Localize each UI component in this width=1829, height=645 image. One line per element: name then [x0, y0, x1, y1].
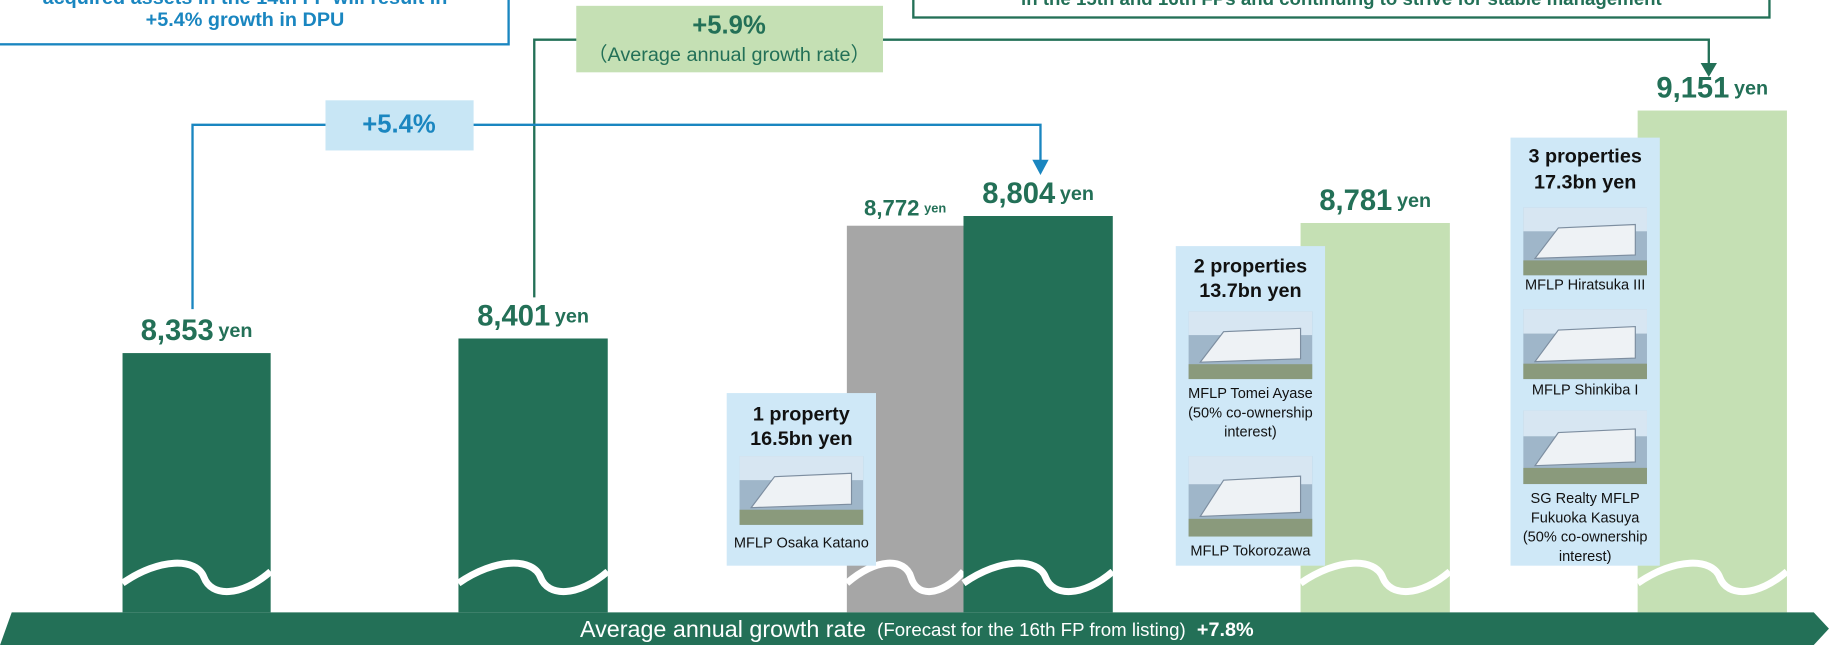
callout-text: in the 15th and 16th FPs and continuing … — [1021, 0, 1662, 9]
property-name: interest) — [1559, 549, 1612, 565]
callout-text: +5.4% growth in DPU — [146, 9, 345, 31]
value-unit: yen — [218, 320, 252, 342]
property-title: 13.7bn yen — [1199, 280, 1301, 302]
value-unit: yen — [1060, 183, 1094, 205]
footer-value: +7.8% — [1197, 619, 1254, 641]
value-label: 8,772 yen — [864, 195, 946, 220]
property-name: MFLP Tomei Ayase — [1188, 386, 1313, 402]
growth-note: （Average annual growth rate） — [588, 44, 871, 66]
value-label-number: 8,772 — [864, 195, 919, 220]
photo-ground — [740, 510, 864, 525]
property-name: interest) — [1224, 425, 1277, 441]
property-title: 16.5bn yen — [750, 428, 852, 450]
property-title: 1 property — [753, 403, 850, 425]
bar — [963, 216, 1112, 612]
property-name: Fukuoka Kasuya — [1531, 510, 1640, 526]
value-label-number: 9,151 — [1656, 72, 1729, 104]
property-title: 17.3bn yen — [1534, 171, 1636, 193]
property-name: (50% co-ownership — [1188, 405, 1313, 421]
value-unit: yen — [924, 201, 946, 216]
photo-ground — [1523, 468, 1647, 484]
value-label-number: 8,781 — [1319, 185, 1392, 217]
property-title: 3 properties — [1528, 146, 1641, 168]
footer-note: (Forecast for the 16th FP from listing) — [877, 619, 1186, 640]
photo-ground — [1523, 364, 1647, 379]
growth-value: +5.4% — [362, 111, 436, 139]
value-unit: yen — [555, 306, 589, 328]
property-name: MFLP Shinkiba I — [1532, 383, 1639, 399]
value-unit: yen — [1734, 78, 1768, 100]
bar — [1638, 111, 1787, 613]
value-label-number: 8,804 — [982, 178, 1056, 210]
footer-label: Average annual growth rate — [580, 616, 866, 642]
property-name: SG Realty MFLP — [1531, 491, 1640, 507]
property-name: MFLP Tokorozawa — [1190, 544, 1311, 560]
property-title: 2 properties — [1194, 255, 1307, 277]
photo-ground — [1523, 260, 1647, 275]
growth-value: +5.9% — [692, 12, 766, 40]
photo-ground — [1189, 364, 1313, 379]
value-unit: yen — [1397, 190, 1431, 212]
property-name: MFLP Hiratsuka III — [1525, 278, 1645, 294]
photo-ground — [1189, 519, 1313, 537]
footer-text: Average annual growth rate (Forecast for… — [580, 616, 1254, 642]
callout-text: acquired assets in the 14th FP will resu… — [43, 0, 448, 9]
value-label-number: 8,401 — [477, 300, 550, 332]
arrow-head — [1032, 160, 1048, 175]
value-label-number: 8,353 — [141, 315, 214, 347]
property-name: (50% co-ownership — [1523, 530, 1648, 546]
chart: acquired assets in the 14th FP will resu… — [0, 0, 1829, 645]
property-name: MFLP Osaka Katano — [734, 535, 869, 551]
